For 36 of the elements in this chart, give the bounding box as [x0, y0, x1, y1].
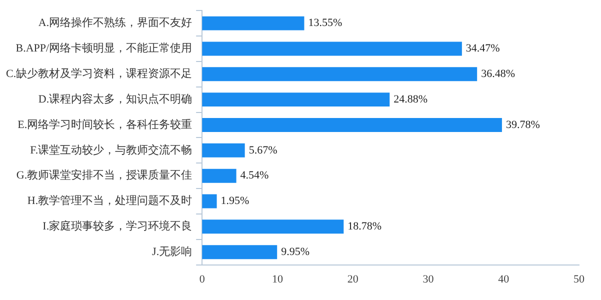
y-tick-label: J.无影响: [152, 246, 192, 258]
y-tick-label: E.网络学习时间较长，各科任务较重: [18, 118, 192, 131]
y-tick-label: F.课堂互动较少，与教师交流不畅: [30, 143, 192, 156]
bar: [202, 168, 236, 183]
y-tick-label: I.家庭琐事较多，学习环境不良: [42, 220, 192, 233]
bar: [202, 220, 344, 234]
data-label: 39.78%: [506, 118, 540, 131]
data-label: 18.78%: [348, 220, 382, 233]
data-label: 34.47%: [466, 42, 500, 55]
bar: [202, 16, 304, 30]
x-tick-label: 0: [199, 273, 206, 286]
x-tick-label: 20: [347, 273, 359, 286]
x-tick-label: 40: [498, 273, 510, 286]
data-label: 1.95%: [220, 195, 250, 208]
data-label: 36.48%: [481, 68, 516, 80]
y-tick-label: A.网络操作不熟练，界面不友好: [38, 16, 192, 30]
bar: [202, 118, 502, 132]
x-tick-label: 30: [422, 273, 434, 286]
data-label: 9.95%: [281, 246, 310, 258]
x-tick-label: 50: [574, 273, 585, 286]
bar: [202, 92, 390, 107]
bar: [202, 42, 462, 56]
bar: [202, 194, 217, 208]
y-tick-label: C.缺少教材及学习资料，课程资源不足: [6, 67, 192, 80]
data-label: 5.67%: [248, 144, 278, 156]
y-tick-label: H.教学管理不当，处理问题不及时: [27, 194, 192, 208]
data-label: 13.55%: [308, 17, 342, 30]
y-tick-label: B.APP/网络卡顿明显，不能正常使用: [16, 42, 192, 55]
x-tick-label: 10: [272, 273, 284, 286]
bar: [202, 67, 478, 82]
data-label: 4.54%: [240, 170, 269, 182]
y-tick-label: G.教师课堂安排不当，授课质量不佳: [16, 168, 192, 182]
bar: [202, 143, 245, 158]
bar: [202, 245, 278, 260]
y-tick-label: D.课程内容太多，知识点不明确: [38, 92, 192, 106]
data-label: 24.88%: [394, 93, 428, 106]
